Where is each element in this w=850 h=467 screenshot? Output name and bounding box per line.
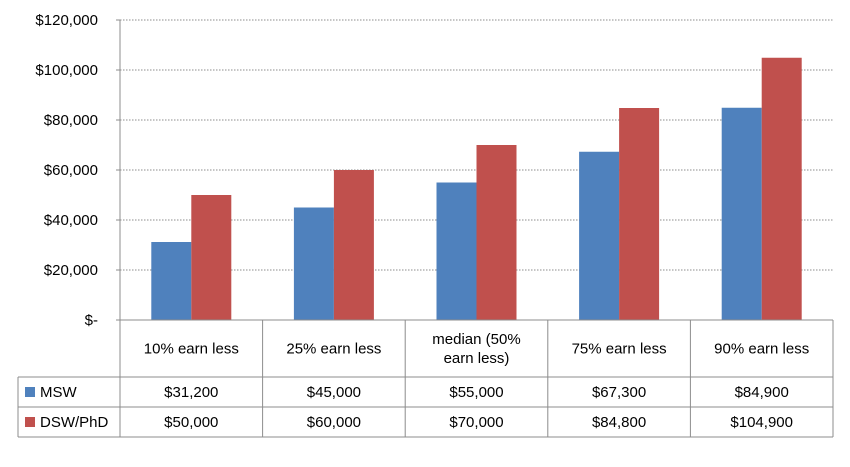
legend-key-dsw-phd: [25, 417, 35, 427]
category-label: 25% earn less: [286, 341, 381, 358]
y-tick-label: $-: [85, 312, 98, 329]
table-value-msw: $45,000: [307, 384, 361, 401]
table-value-dsw-phd: $70,000: [449, 414, 503, 431]
legend-key-msw: [25, 387, 35, 397]
table-value-dsw-phd: $50,000: [164, 414, 218, 431]
category-label: median (50% earn less): [432, 331, 520, 367]
legend-label-msw: MSW: [40, 384, 78, 401]
bars: [151, 57, 802, 320]
bar-dsw-phd: [476, 145, 517, 320]
bar-msw: [436, 182, 477, 320]
bar-msw: [293, 207, 334, 320]
y-axis: $- $20,000 $40,000 $60,000 $80,000 $100,000 $1…: [35, 12, 121, 329]
bar-msw: [721, 107, 762, 320]
bar-dsw-phd: [333, 170, 374, 320]
category-label: 75% earn less: [572, 341, 667, 358]
bar-msw: [579, 151, 620, 320]
y-tick-label: $20,000: [44, 262, 98, 279]
legend-label-dsw-phd: DSW/PhD: [40, 414, 109, 431]
category-label: 10% earn less: [144, 341, 239, 358]
table-value-dsw-phd: $104,900: [730, 414, 793, 431]
table-value-msw: $31,200: [164, 384, 218, 401]
y-tick-label: $120,000: [35, 12, 98, 29]
table-value-msw: $67,300: [592, 384, 646, 401]
table-value-msw: $55,000: [449, 384, 503, 401]
y-tick-label: $80,000: [44, 112, 98, 129]
bar-dsw-phd: [191, 195, 232, 320]
bar-msw: [151, 242, 192, 320]
y-tick-label: $100,000: [35, 62, 98, 79]
y-tick-label: $40,000: [44, 212, 98, 229]
table-value-dsw-phd: $84,800: [592, 414, 646, 431]
y-tick-label: $60,000: [44, 162, 98, 179]
bar-dsw-phd: [619, 108, 660, 320]
category-label: 90% earn less: [714, 341, 809, 358]
gridlines: [120, 19, 833, 271]
table-value-dsw-phd: $60,000: [307, 414, 361, 431]
bar-dsw-phd: [761, 57, 802, 320]
data-table: 10% earn less 25% earn less median (50% ear…: [17, 319, 834, 438]
table-value-msw: $84,900: [735, 384, 789, 401]
